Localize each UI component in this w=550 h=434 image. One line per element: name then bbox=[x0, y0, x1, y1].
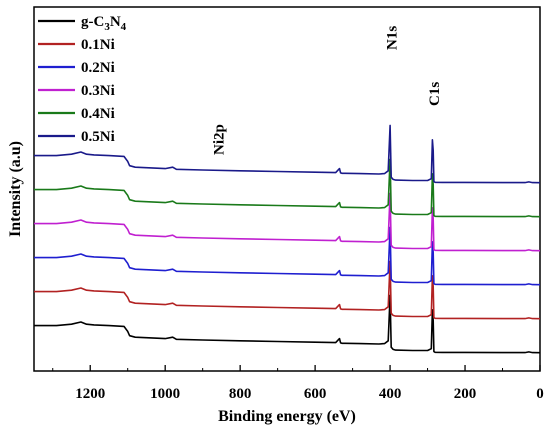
x-tick-label: 400 bbox=[379, 386, 402, 402]
y-axis-title: Intensity (a.u) bbox=[7, 141, 24, 237]
annotation-n1s: N1s bbox=[384, 26, 400, 50]
series-line-4 bbox=[34, 158, 541, 218]
x-axis-ticks: 1200 1000 800 600 400 200 0 bbox=[52, 365, 544, 402]
x-tick-label: 1000 bbox=[150, 386, 180, 402]
series-line-0 bbox=[34, 294, 541, 354]
legend-label-4: 0.4Ni bbox=[81, 106, 115, 122]
x-tick-label: 600 bbox=[304, 386, 327, 402]
annotation-c1s: C1s bbox=[427, 82, 443, 106]
legend-label-5: 0.5Ni bbox=[81, 129, 115, 145]
x-tick-label: 200 bbox=[454, 386, 477, 402]
legend-label-2: 0.2Ni bbox=[81, 60, 115, 76]
legend-label-1: 0.1Ni bbox=[81, 37, 115, 53]
annotation-ni2p: Ni2p bbox=[212, 124, 228, 155]
series-line-5 bbox=[34, 124, 541, 184]
series-layer bbox=[34, 124, 541, 354]
x-axis-title: Binding energy (eV) bbox=[218, 408, 356, 425]
series-line-3 bbox=[34, 192, 541, 252]
legend: g-C3N4 0.1Ni 0.2Ni 0.3Ni 0.4Ni 0.5Ni bbox=[38, 14, 127, 145]
series-line-2 bbox=[34, 226, 541, 286]
x-tick-label: 0 bbox=[536, 386, 544, 402]
series-line-1 bbox=[34, 260, 541, 320]
peak-annotations: Ni2p N1s C1s bbox=[212, 26, 444, 155]
x-tick-label: 800 bbox=[229, 386, 252, 402]
x-tick-label: 1200 bbox=[75, 386, 105, 402]
legend-label-3: 0.3Ni bbox=[81, 83, 115, 99]
legend-label-0: g-C3N4 bbox=[81, 14, 127, 33]
